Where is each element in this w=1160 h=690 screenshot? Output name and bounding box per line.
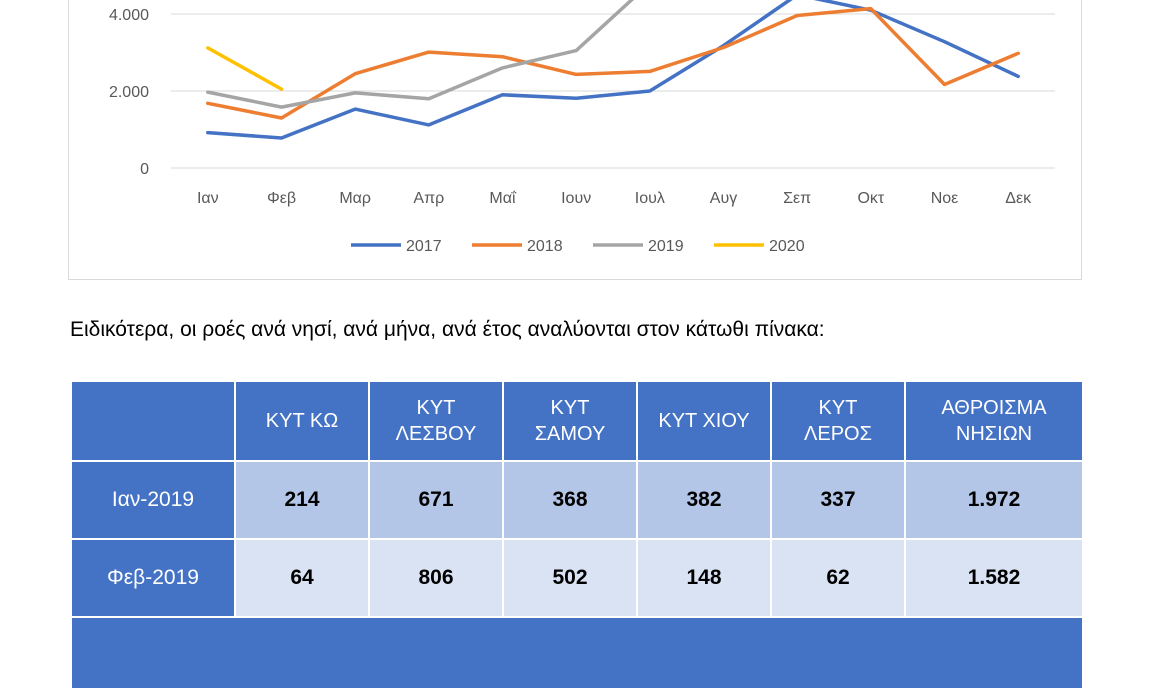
table-blank-row xyxy=(70,616,1084,690)
series-line-2017 xyxy=(206,0,1020,140)
x-tick-label: Ιουν xyxy=(561,190,591,207)
table-row xyxy=(70,616,1084,690)
legend-label: 2020 xyxy=(769,238,805,255)
x-tick-label: Αυγ xyxy=(710,190,737,207)
intro-paragraph: Ειδικότερα, οι ροές ανά νησί, ανά μήνα, … xyxy=(70,318,825,341)
table-cell: 64 xyxy=(234,538,370,618)
header-total: ΑΘΡΟΙΣΜΑ ΝΗΣΙΩΝ xyxy=(904,380,1084,462)
table-cell: 806 xyxy=(368,538,504,618)
line-chart: 0 2.000 4.000 Ιαν Φεβ Μαρ Απρ Μαΐ Ιουν Ιουλ Αυγ Σεπ… xyxy=(68,0,1082,280)
table-cell: 337 xyxy=(770,460,906,540)
x-tick-label: Νοε xyxy=(931,190,959,207)
x-tick-label: Απρ xyxy=(413,190,444,207)
header-kyt-chiou: ΚΥΤ ΧΙΟΥ xyxy=(636,380,772,462)
legend-label: 2018 xyxy=(527,238,563,255)
table-cell: 148 xyxy=(636,538,772,618)
legend-label: 2019 xyxy=(648,238,684,255)
table-header-row: ΚΥΤ ΚΩ ΚΥΤ ΛΕΣΒΟΥ ΚΥΤ ΣΑΜΟΥ ΚΥΤ ΧΙΟΥ ΚΥΤ ΛΕ… xyxy=(70,380,1084,462)
table-cell: 502 xyxy=(502,538,638,618)
header-kyt-lesvou: ΚΥΤ ΛΕΣΒΟΥ xyxy=(368,380,504,462)
table-cell: 382 xyxy=(636,460,772,540)
table-row: Ιαν-2019 214 671 368 382 337 1.972 xyxy=(70,460,1084,540)
x-tick-label: Δεκ xyxy=(1005,190,1032,207)
table-cell: 62 xyxy=(770,538,906,618)
legend-label: 2017 xyxy=(406,238,442,255)
series-line-2020 xyxy=(206,46,284,91)
table-cell: 1.972 xyxy=(904,460,1084,540)
header-kyt-samou: ΚΥΤ ΣΑΜΟΥ xyxy=(502,380,638,462)
table-cell: 214 xyxy=(234,460,370,540)
header-kyt-leros: ΚΥΤ ΛΕΡΟΣ xyxy=(770,380,906,462)
y-tick-label: 0 xyxy=(140,161,149,178)
table-cell: 671 xyxy=(368,460,504,540)
header-kyt-ko: ΚΥΤ ΚΩ xyxy=(234,380,370,462)
row-label: Ιαν-2019 xyxy=(70,460,236,540)
x-tick-label: Μαΐ xyxy=(489,190,517,207)
y-tick-label: 2.000 xyxy=(109,84,149,101)
series-line-2019 xyxy=(206,0,635,109)
x-tick-label: Οκτ xyxy=(857,190,884,207)
x-tick-label: Μαρ xyxy=(339,190,371,207)
table-row: Φεβ-2019 64 806 502 148 62 1.582 xyxy=(70,538,1084,618)
x-tick-label: Φεβ xyxy=(267,190,296,207)
x-tick-label: Σεπ xyxy=(783,190,811,207)
table-cell: 368 xyxy=(502,460,638,540)
y-tick-label: 4.000 xyxy=(109,7,149,24)
table-cell: 1.582 xyxy=(904,538,1084,618)
chart-svg: 0 2.000 4.000 Ιαν Φεβ Μαρ Απρ Μαΐ Ιουν Ιουλ Αυγ Σεπ… xyxy=(109,0,1055,255)
flows-table: ΚΥΤ ΚΩ ΚΥΤ ΛΕΣΒΟΥ ΚΥΤ ΣΑΜΟΥ ΚΥΤ ΧΙΟΥ ΚΥΤ ΛΕ… xyxy=(70,380,1084,690)
x-tick-label: Ιαν xyxy=(197,190,219,207)
row-label: Φεβ-2019 xyxy=(70,538,236,618)
header-corner xyxy=(70,380,236,462)
series-line-2018 xyxy=(206,6,1020,120)
x-tick-label: Ιουλ xyxy=(635,190,665,207)
